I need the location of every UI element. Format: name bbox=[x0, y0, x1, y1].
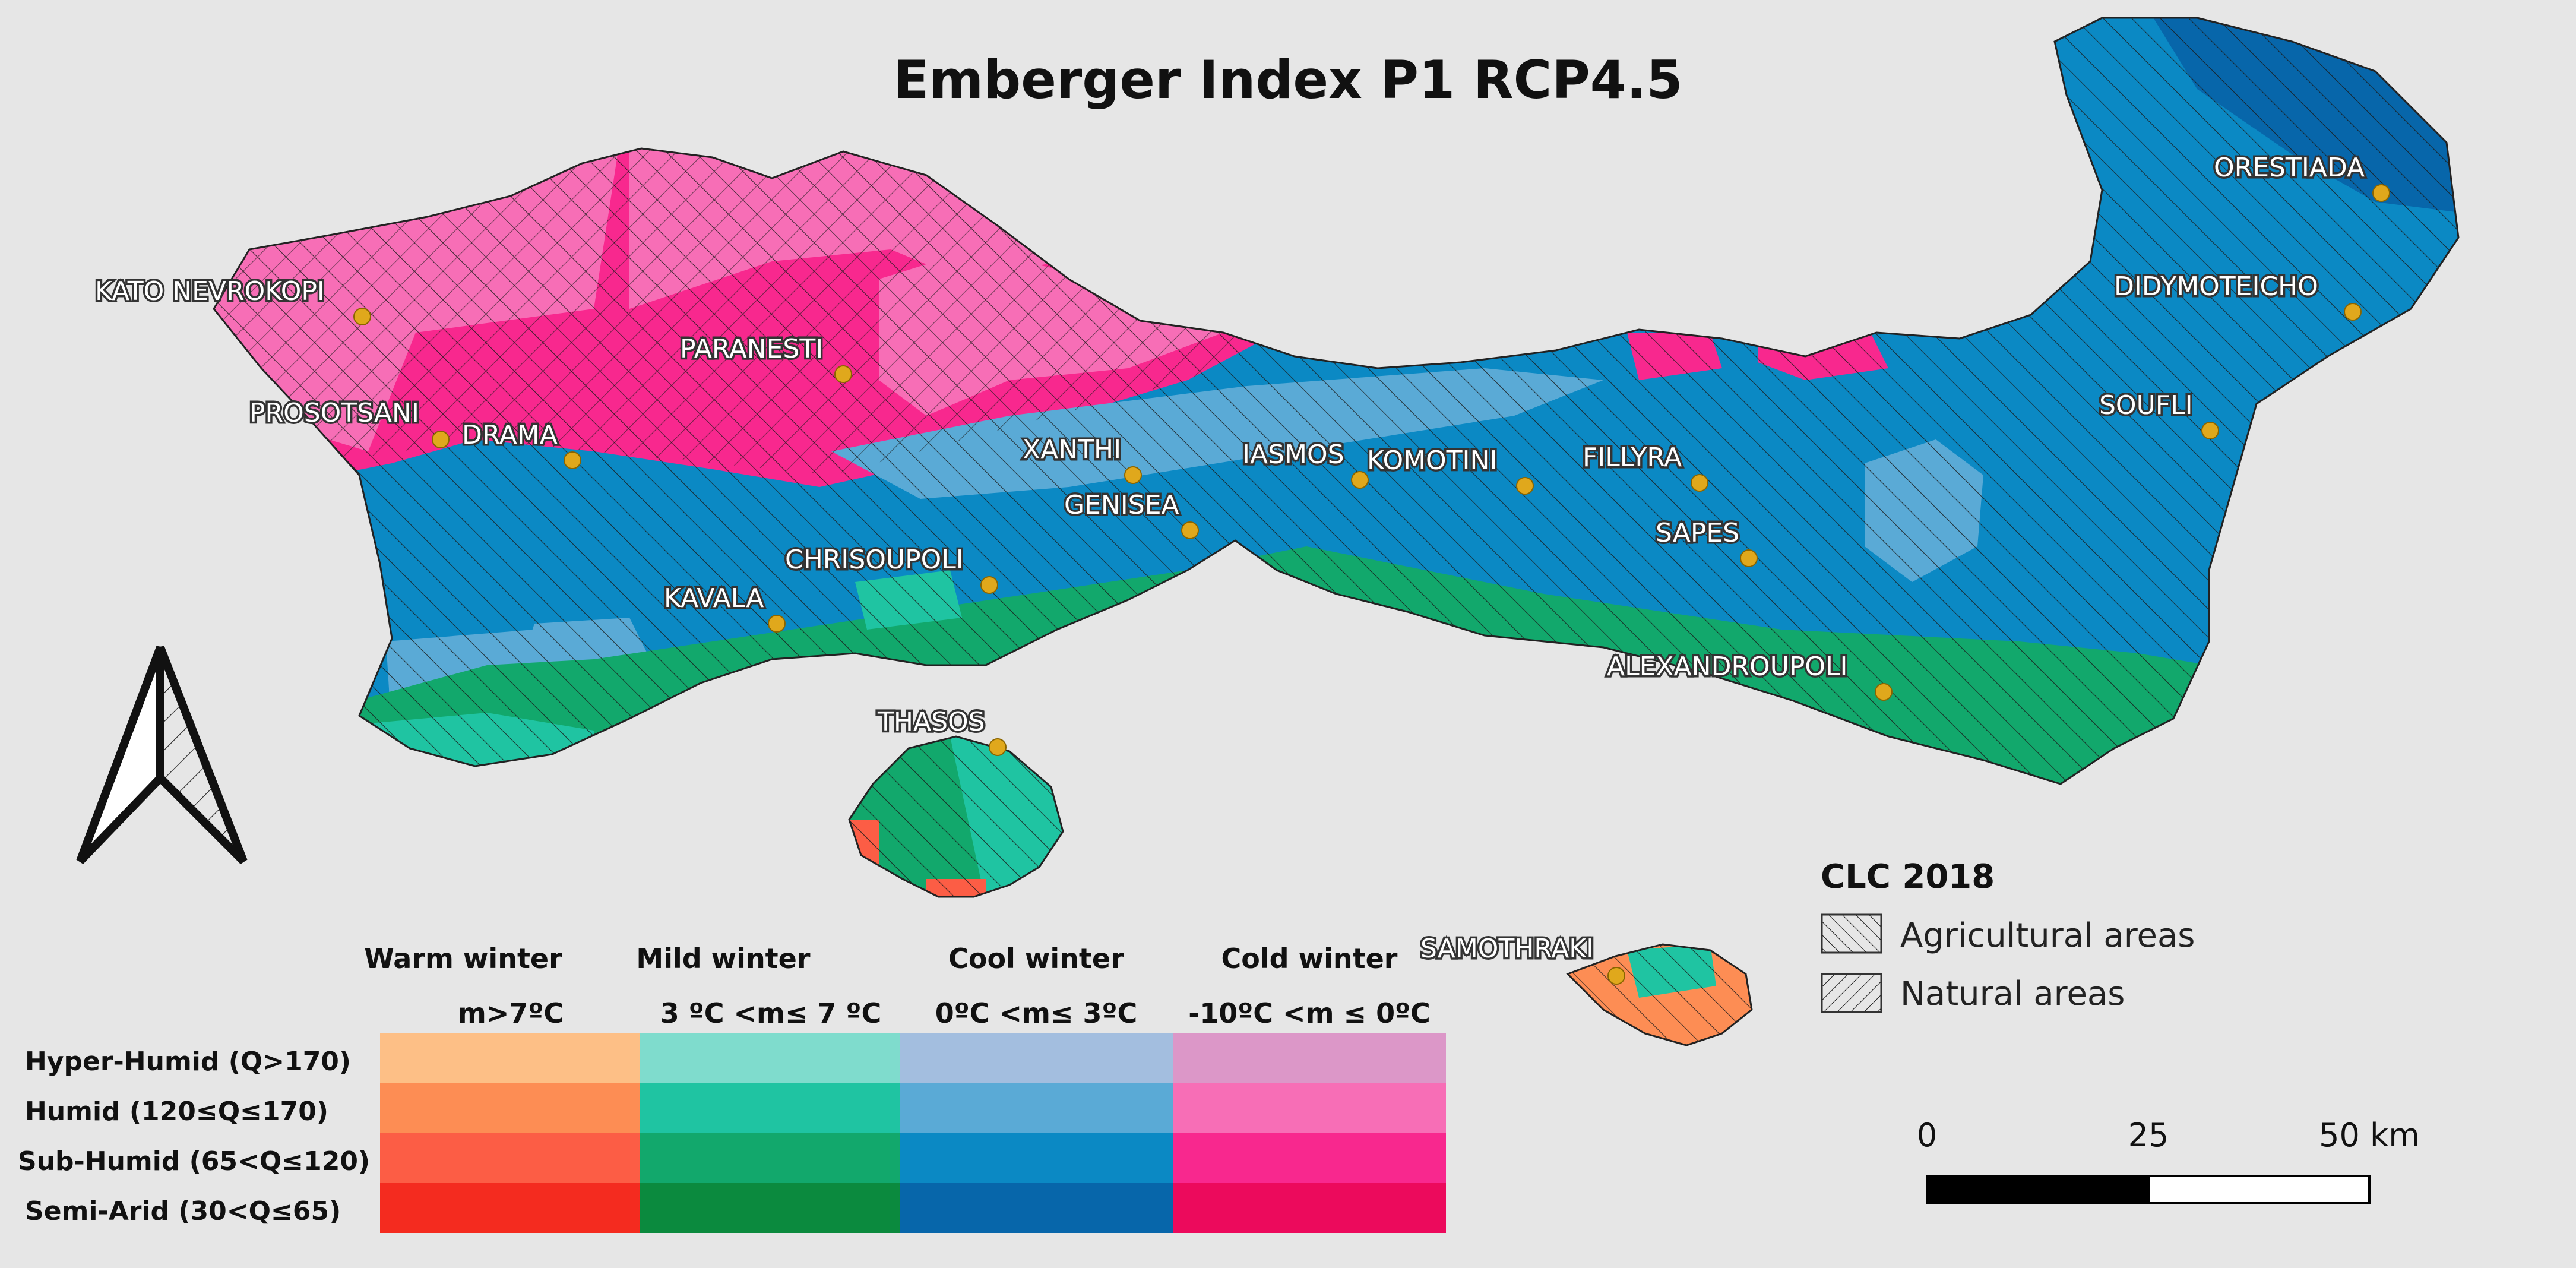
city-label-thasos: THASOS bbox=[877, 707, 985, 737]
city-label-iasmos: IASMOS bbox=[1242, 439, 1344, 470]
city-dot-kavala bbox=[768, 615, 786, 633]
city-dot-orestiada bbox=[2372, 184, 2390, 202]
samothraki-outline bbox=[1566, 943, 1753, 1046]
city-dot-kato-nevrokopi bbox=[353, 308, 371, 325]
city-label-prosotsani: PROSOTSANI bbox=[249, 398, 419, 428]
city-dot-chrisoupoli bbox=[980, 576, 998, 594]
legend-col-head-1: Warm winter bbox=[364, 943, 562, 975]
agricultural-hatch-icon bbox=[1821, 913, 1882, 954]
legend-col-range-2: 3 ºC <m≤ 7 ºC bbox=[660, 997, 882, 1029]
legend-cell-r3-c1 bbox=[380, 1133, 640, 1183]
legend-col-range-1: m>7ºC bbox=[458, 997, 564, 1029]
city-label-didymoteicho: DIDYMOTEICHO bbox=[2114, 271, 2318, 302]
city-label-alexandroupoli: ALEXANDROUPOLI bbox=[1607, 652, 1848, 682]
city-label-chrisoupoli: CHRISOUPOLI bbox=[785, 545, 964, 575]
legend-cell-r3-c3 bbox=[900, 1133, 1173, 1183]
city-dot-alexandroupoli bbox=[1875, 683, 1893, 701]
legend-row-label-2: Humid (120≤Q≤170) bbox=[25, 1096, 328, 1127]
city-dot-sapes bbox=[1740, 549, 1758, 567]
city-label-xanthi: XANTHI bbox=[1023, 435, 1121, 465]
legend-col-range-3: 0ºC <m≤ 3ºC bbox=[935, 997, 1137, 1029]
legend-row-label-1: Hyper-Humid (Q>170) bbox=[25, 1046, 351, 1077]
city-label-kato-nevrokopi: KATO NEVROKOPI bbox=[95, 276, 325, 306]
city-labels: KATO NEVROKOPI PARANESTI PROSOTSANI DRAM… bbox=[93, 151, 2367, 966]
legend-cell-r1-c4 bbox=[1173, 1033, 1446, 1083]
city-dot-soufli bbox=[2201, 422, 2219, 439]
legend-cell-r4-c3 bbox=[900, 1183, 1173, 1233]
scale-label-25: 25 bbox=[2128, 1117, 2169, 1154]
city-label-sapes: SAPES bbox=[1656, 518, 1739, 548]
city-dot-didymoteicho bbox=[2344, 303, 2362, 321]
legend-col-head-2: Mild winter bbox=[636, 943, 810, 975]
city-dot-genisea bbox=[1181, 521, 1199, 539]
city-dot-komotini bbox=[1516, 477, 1534, 495]
climate-legend: Warm winter Mild winter Cool winter Cold… bbox=[18, 943, 1446, 1233]
legend-cell-r3-c4 bbox=[1173, 1133, 1446, 1183]
legend-cell-r4-c2 bbox=[640, 1183, 900, 1233]
legend-cell-r1-c2 bbox=[640, 1033, 900, 1083]
legend-col-head-4: Cold winter bbox=[1221, 943, 1398, 975]
city-dot-xanthi bbox=[1124, 466, 1142, 484]
north-arrow-icon bbox=[76, 646, 248, 864]
clc-item-agricultural: Agricultural areas bbox=[1900, 916, 2195, 955]
legend-cell-r2-c2 bbox=[640, 1083, 900, 1133]
city-label-orestiada: ORESTIADA bbox=[2214, 153, 2365, 183]
city-label-paranesti: PARANESTI bbox=[680, 334, 823, 364]
city-label-genisea: GENISEA bbox=[1064, 490, 1179, 520]
legend-cell-r3-c2 bbox=[640, 1133, 900, 1183]
city-dot-samothraki bbox=[1607, 967, 1625, 985]
legend-cell-r4-c4 bbox=[1173, 1183, 1446, 1233]
legend-cell-r1-c1 bbox=[380, 1033, 640, 1083]
city-dot-thasos bbox=[989, 738, 1007, 756]
city-label-fillyra: FILLYRA bbox=[1583, 442, 1682, 473]
city-dot-drama bbox=[564, 451, 581, 469]
legend-color-grid bbox=[380, 1033, 1446, 1233]
city-markers bbox=[353, 184, 2390, 985]
scale-bar: 0 25 50 km bbox=[1917, 1117, 2420, 1204]
thasos-outline bbox=[848, 735, 1064, 898]
clc-item-natural: Natural areas bbox=[1900, 975, 2125, 1013]
legend-cell-r2-c1 bbox=[380, 1083, 640, 1133]
city-label-drama: DRAMA bbox=[462, 420, 558, 450]
legend-cell-r2-c4 bbox=[1173, 1083, 1446, 1133]
scale-segment-white bbox=[2147, 1175, 2371, 1204]
legend-col-range-4: -10ºC <m ≤ 0ºC bbox=[1188, 997, 1431, 1029]
scale-segment-black bbox=[1926, 1175, 2150, 1204]
legend-col-head-3: Cool winter bbox=[948, 943, 1124, 975]
legend-row-label-3: Sub-Humid (65<Q≤120) bbox=[18, 1146, 370, 1177]
scale-label-0: 0 bbox=[1917, 1117, 1937, 1154]
clc-legend: CLC 2018 Agricultural areas Natural area… bbox=[1821, 858, 2195, 1013]
city-dot-prosotsani bbox=[432, 431, 450, 448]
city-label-komotini: KOMOTINI bbox=[1367, 445, 1497, 476]
clc-title: CLC 2018 bbox=[1821, 858, 1995, 896]
legend-cell-r2-c3 bbox=[900, 1083, 1173, 1133]
legend-row-label-4: Semi-Arid (30<Q≤65) bbox=[25, 1196, 341, 1226]
city-dot-paranesti bbox=[834, 365, 852, 383]
city-label-kavala: KAVALA bbox=[664, 583, 764, 614]
city-label-samothraki: SAMOTHRAKI bbox=[1420, 934, 1594, 964]
scale-label-50: 50 km bbox=[2319, 1117, 2420, 1154]
legend-cell-r4-c1 bbox=[380, 1183, 640, 1233]
city-dot-iasmos bbox=[1351, 471, 1369, 489]
legend-cell-r1-c3 bbox=[900, 1033, 1173, 1083]
natural-hatch-icon bbox=[1821, 973, 1882, 1013]
map-title: Emberger Index P1 RCP4.5 bbox=[893, 49, 1682, 110]
city-label-soufli: SOUFLI bbox=[2099, 390, 2193, 420]
city-dot-fillyra bbox=[1691, 474, 1708, 492]
mainland-outline bbox=[213, 17, 2460, 785]
